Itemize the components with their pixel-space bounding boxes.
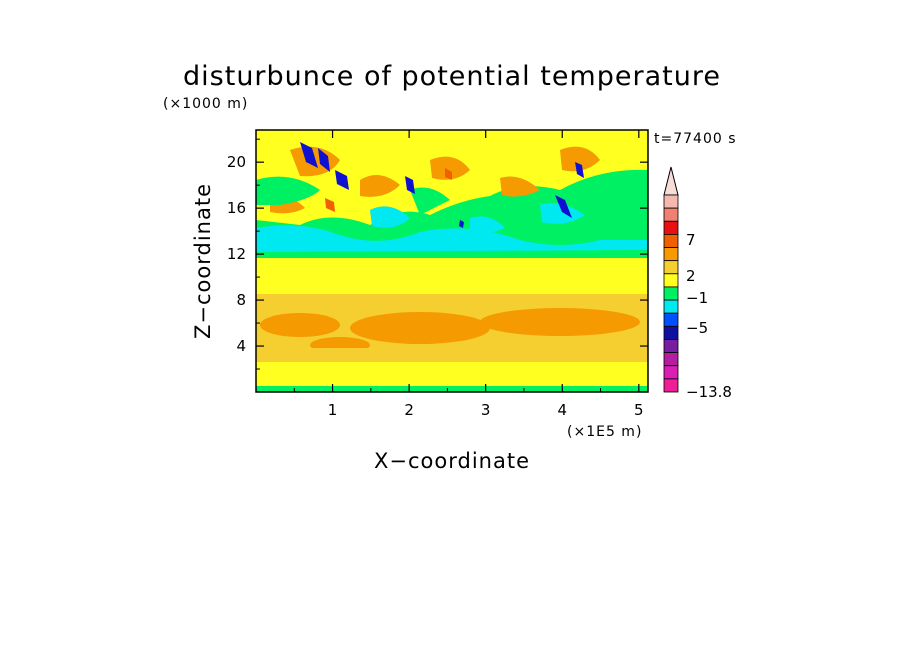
x-tick-label: 1: [328, 401, 338, 419]
cyan-layer: [256, 225, 648, 252]
orange-core-2: [480, 308, 640, 336]
band-surface-green: [256, 386, 648, 392]
colorbar-segment: [663, 260, 679, 275]
colorbar-labels: 7 2 −1 −5 −13.8: [686, 231, 732, 401]
colorbar-segment: [663, 312, 679, 327]
colorbar-label: 2: [686, 267, 696, 285]
colorbar-label: −13.8: [686, 383, 732, 401]
colorbar-segment: [663, 194, 679, 209]
band-lower-yellow: [256, 348, 648, 362]
colorbar-segment: [663, 339, 679, 354]
y-tick-label: 20: [227, 153, 246, 171]
y-axis-label: Z−coordinate: [191, 183, 215, 339]
y-tick-label: 12: [227, 245, 246, 263]
orange-core-3: [260, 313, 340, 337]
x-tick-label: 2: [404, 401, 414, 419]
chart-title: disturbunce of potential temperature: [183, 61, 721, 92]
band-mid-yellow: [256, 258, 648, 294]
plot-frame: [255, 129, 649, 393]
y-tick-label: 16: [227, 199, 246, 217]
colorbar-label: −1: [686, 289, 708, 307]
colorbar-segment: [663, 286, 679, 301]
colorbar-segment: [663, 325, 679, 340]
x-tick-label: 4: [557, 401, 567, 419]
y-unit-label: (×1000 m): [163, 96, 248, 112]
x-unit-label: (×1E5 m): [567, 424, 642, 440]
colorbar-segment: [663, 273, 679, 288]
colorbar-segment: [663, 207, 679, 222]
time-label: t=77400 s: [654, 131, 737, 147]
green-upper-streaks: [256, 176, 648, 215]
colorbar-label: −5: [686, 319, 708, 337]
colorbar: [663, 166, 679, 393]
orange-core-1: [350, 312, 490, 344]
y-tick-label: 4: [236, 337, 246, 355]
colorbar-segment: [663, 352, 679, 367]
x-tick-label: 5: [634, 401, 644, 419]
colorbar-segment: [663, 247, 679, 262]
band-mid-yellow-2: [256, 296, 648, 306]
heatmap-field: [256, 130, 648, 392]
cyan-upper-patches: [370, 202, 585, 234]
y-ticks: 4 8 12 16 20: [227, 138, 648, 370]
orange-upper-blobs: [270, 146, 600, 214]
colorbar-segment: [663, 220, 679, 235]
y-tick-label: 8: [236, 291, 246, 309]
x-tick-label: 3: [481, 401, 491, 419]
x-axis-label: X−coordinate: [374, 449, 530, 473]
colorbar-segment: [663, 299, 679, 314]
colorbar-arrow: [663, 166, 679, 196]
x-ticks: 1 2 3 4 5: [293, 130, 644, 419]
colorbar-label: 7: [686, 231, 696, 249]
colorbar-segment: [663, 233, 679, 248]
colorbar-segment: [663, 365, 679, 380]
colorbar-segment: [663, 378, 679, 393]
